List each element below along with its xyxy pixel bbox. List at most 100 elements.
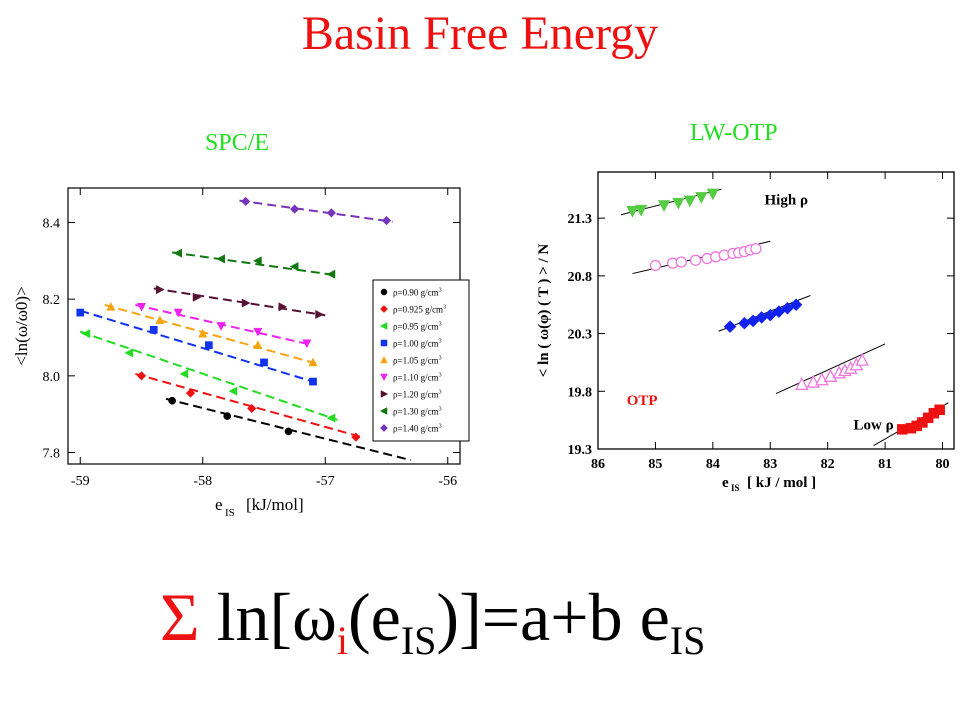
data-point xyxy=(253,256,262,266)
data-point xyxy=(124,348,134,358)
series-2 xyxy=(79,329,338,423)
data-point xyxy=(750,243,762,255)
data-point xyxy=(302,339,312,349)
data-point xyxy=(168,396,176,405)
data-point xyxy=(228,386,238,396)
data-point xyxy=(289,262,299,272)
legend-label: ρ=0.925 g/cm3 xyxy=(393,305,446,315)
x-tick-label: 81 xyxy=(878,457,892,472)
data-point xyxy=(198,328,208,338)
legend-marker xyxy=(380,339,388,347)
data-point xyxy=(823,368,838,382)
legend-marker xyxy=(380,424,388,432)
x-tick-label: 80 xyxy=(936,457,950,472)
data-point xyxy=(216,322,226,331)
x-axis-label: e xyxy=(215,495,223,514)
data-point xyxy=(706,188,720,201)
x-tick-label: -59 xyxy=(71,474,90,489)
legend: ρ=0.90 g/cm3 ρ=0.925 g/cm3 ρ=0.95 g/cm3 ρ=1… xyxy=(372,279,470,442)
x-tick-label: 82 xyxy=(821,457,835,472)
legend-label: ρ=0.95 g/cm3 xyxy=(393,322,442,332)
legend-marker xyxy=(380,373,388,382)
data-point xyxy=(278,302,288,312)
data-point xyxy=(934,404,945,416)
y-tick-label: 7.8 xyxy=(43,447,61,462)
x-axis-label-subscript: IS xyxy=(731,483,740,493)
data-point xyxy=(253,340,263,350)
slide-title: Basin Free Energy xyxy=(301,7,659,60)
data-point xyxy=(192,292,202,302)
annotation-2: Low ρ xyxy=(854,417,894,433)
data-point xyxy=(81,329,91,339)
series-1 xyxy=(135,371,363,442)
formula-subscript-i: i xyxy=(336,618,349,663)
data-point xyxy=(649,259,662,272)
data-point xyxy=(634,204,648,217)
fit-line xyxy=(135,303,314,347)
y-tick-label: 19.8 xyxy=(568,385,593,400)
data-point xyxy=(309,377,317,386)
formula-subscript-is-2: IS xyxy=(669,618,706,663)
series-2 xyxy=(718,295,811,334)
data-point xyxy=(76,308,85,317)
data-point xyxy=(672,197,685,210)
data-point xyxy=(149,325,158,334)
legend-label: ρ=1.10 g/cm3 xyxy=(393,373,442,383)
fit-line xyxy=(135,372,363,439)
data-point xyxy=(695,192,708,204)
y-axis-label: < ln ( ω(φ) ( T ) > / N xyxy=(536,244,552,378)
legend-label: ρ=1.30 g/cm3 xyxy=(393,407,442,417)
data-point xyxy=(284,427,293,436)
series-1 xyxy=(632,240,771,275)
legend-marker xyxy=(379,322,388,330)
formula-part1: ln[ xyxy=(199,579,293,655)
y-tick-label: 20.3 xyxy=(568,328,593,343)
series-0 xyxy=(165,396,412,462)
data-point xyxy=(795,376,809,391)
x-tick-label: 83 xyxy=(763,457,777,472)
data-point xyxy=(308,357,318,367)
legend-label: ρ=1.20 g/cm3 xyxy=(393,390,442,400)
series-4 xyxy=(104,301,320,367)
data-point xyxy=(241,298,251,308)
data-point xyxy=(260,358,268,367)
legend-label: ρ=1.40 g/cm3 xyxy=(393,424,442,434)
data-point xyxy=(136,302,147,312)
data-point xyxy=(723,320,737,334)
data-point xyxy=(106,301,116,311)
data-point xyxy=(185,388,196,398)
legend-marker xyxy=(380,288,388,296)
y-tick-label: 8.0 xyxy=(43,370,61,385)
x-axis-unit: [ kJ / mol ] xyxy=(747,475,816,491)
fit-line xyxy=(775,343,886,395)
data-point xyxy=(173,308,183,318)
plot-frame xyxy=(597,171,955,450)
x-tick-label: 84 xyxy=(706,457,720,472)
legend-box xyxy=(372,279,470,442)
data-point xyxy=(381,215,392,226)
spce-chart-title: SPC/E xyxy=(205,130,270,156)
y-tick-label: 8.4 xyxy=(43,217,61,232)
fit-line xyxy=(239,199,393,223)
data-point xyxy=(351,432,361,442)
data-point xyxy=(155,315,165,325)
formula-part2: (e xyxy=(348,579,401,655)
x-axis-label: e xyxy=(722,475,729,491)
y-tick-label: 8.2 xyxy=(43,293,61,308)
data-point xyxy=(689,254,702,266)
y-axis-label: <ln(ω/ω0)> xyxy=(12,286,31,365)
y-tick-label: 20.8 xyxy=(568,270,593,285)
series-0 xyxy=(620,188,722,218)
data-point xyxy=(240,196,251,207)
series-5 xyxy=(135,302,314,349)
data-point xyxy=(326,208,337,218)
data-point xyxy=(315,309,324,320)
lwotp-chart-title: LW-OTP xyxy=(690,120,778,146)
sigma-symbol: Σ xyxy=(160,579,200,655)
legend-label: ρ=0.90 g/cm3 xyxy=(393,288,442,298)
data-point xyxy=(789,298,803,312)
data-point xyxy=(675,256,687,268)
data-point xyxy=(815,372,829,386)
fit-line xyxy=(171,251,338,277)
series-3 xyxy=(775,343,886,395)
